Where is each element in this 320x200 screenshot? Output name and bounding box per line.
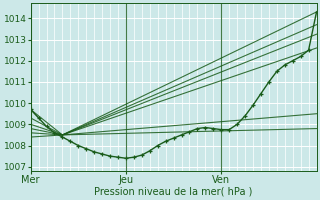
X-axis label: Pression niveau de la mer( hPa ): Pression niveau de la mer( hPa ) — [94, 187, 253, 197]
